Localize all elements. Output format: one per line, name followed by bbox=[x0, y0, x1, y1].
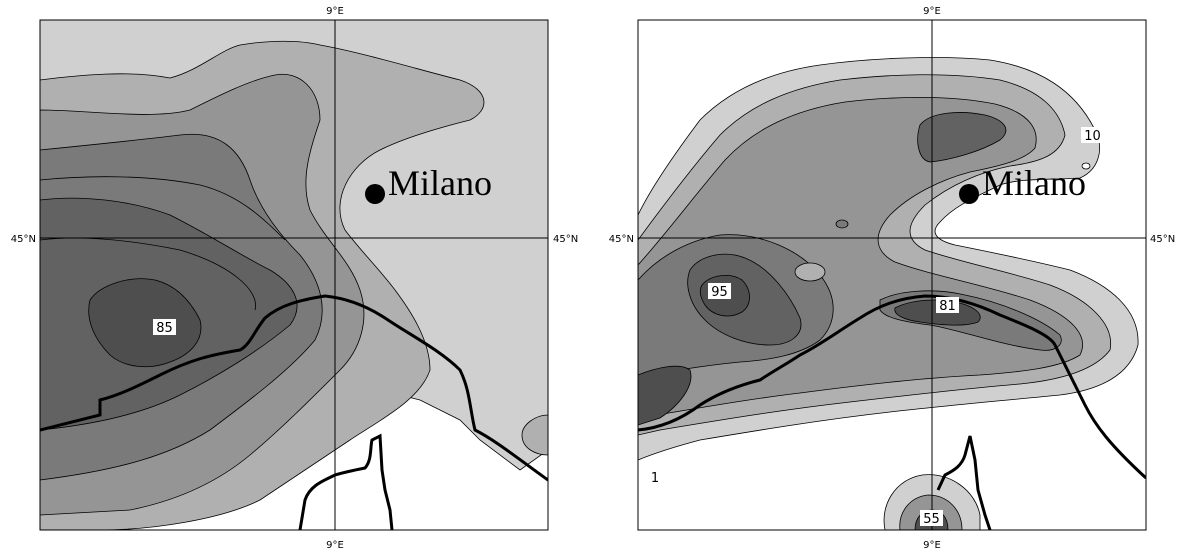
border-line bbox=[40, 294, 548, 482]
lon-label-top: 9°E bbox=[923, 6, 941, 17]
lon-label-top: 9°E bbox=[326, 6, 344, 17]
contour-blob bbox=[521, 414, 548, 456]
contour-blob bbox=[835, 219, 849, 229]
city-label: Milano bbox=[982, 163, 1086, 203]
contour-blob bbox=[794, 262, 826, 282]
lat-label-right: 45°N bbox=[1150, 234, 1175, 245]
contour-label-box bbox=[1081, 127, 1104, 143]
city-marker bbox=[365, 184, 385, 204]
contour-label: 1 bbox=[651, 471, 659, 486]
contour-band-bl bbox=[638, 365, 692, 426]
contour-label-box bbox=[153, 319, 176, 335]
coastline bbox=[298, 433, 394, 530]
lat-label-left: 45°N bbox=[11, 234, 36, 245]
border-line bbox=[638, 294, 1146, 480]
left-map-panel: 9°E 9°E 45°N 45°N Milano 85 bbox=[11, 6, 578, 551]
right-map-frame bbox=[637, 19, 1147, 531]
contour-label: 55 bbox=[923, 512, 940, 527]
contour-label: 95 bbox=[711, 285, 728, 300]
contour-label: 81 bbox=[939, 299, 956, 314]
lat-label-right: 45°N bbox=[553, 234, 578, 245]
contour-label: 85 bbox=[156, 321, 173, 336]
lon-label-bottom: 9°E bbox=[923, 540, 941, 551]
city-marker bbox=[959, 184, 979, 204]
contour-blob bbox=[1081, 162, 1091, 170]
contour-label-box bbox=[920, 510, 943, 526]
lon-label-bottom: 9°E bbox=[326, 540, 344, 551]
contour-band-top bbox=[917, 112, 1007, 163]
contour-line bbox=[40, 176, 286, 241]
lat-label-left: 45°N bbox=[609, 234, 634, 245]
left-map-frame bbox=[39, 19, 549, 531]
contour-band-6 bbox=[88, 278, 202, 368]
right-map-panel: 9°E 9°E 45°N 45°N Milano 95 81 10 55 1 bbox=[609, 6, 1175, 551]
contour-label: 10 bbox=[1084, 129, 1101, 144]
left-contour-fields bbox=[40, 20, 548, 530]
contour-label-box bbox=[936, 297, 959, 313]
right-contour-fields bbox=[638, 57, 1146, 530]
contour-label-box bbox=[708, 283, 731, 299]
city-label: Milano bbox=[388, 163, 492, 203]
coastline bbox=[936, 435, 992, 530]
